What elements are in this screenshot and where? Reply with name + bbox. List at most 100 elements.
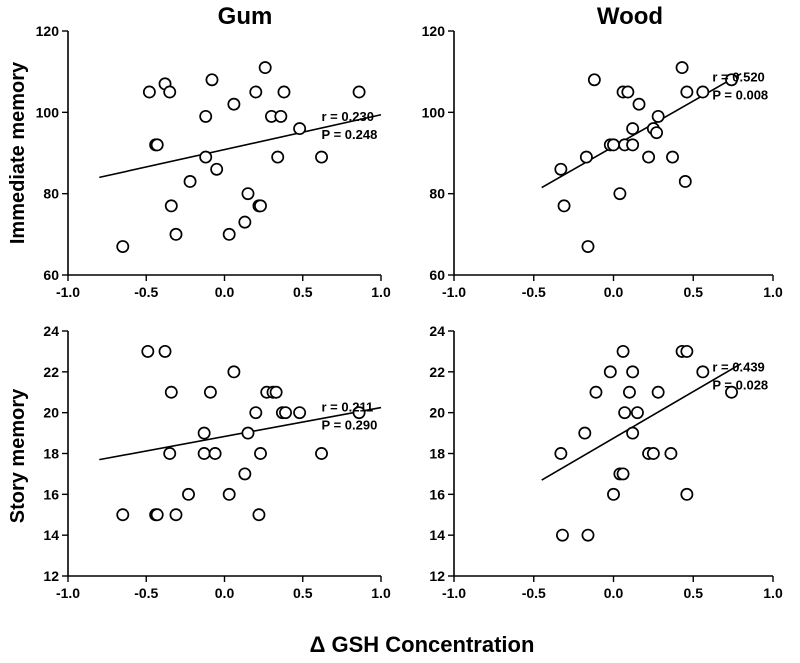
data-point [254,199,267,213]
data-point [210,162,224,176]
x-tick-label: -1.0 [56,284,80,300]
data-point [630,406,644,420]
data-point [164,199,178,213]
data-point [557,199,571,213]
data-point [293,406,307,420]
data-point [249,406,263,420]
y-tick-label: 60 [429,267,445,283]
data-point [199,109,213,123]
data-point [182,487,195,501]
data-point [241,426,255,440]
data-point [208,447,222,460]
x-tick-label: 1.0 [371,284,391,300]
data-point [222,227,236,241]
row-label-story-memory: Story memory [7,388,29,523]
p-value-label: P = 0.290 [322,418,378,433]
data-point [274,109,288,123]
data-point [169,508,183,522]
data-point [626,122,640,136]
y-tick-label: 100 [422,104,446,120]
data-point [603,365,617,379]
data-point [651,385,665,399]
data-point [254,447,267,460]
data-point [252,508,266,522]
data-point [581,240,595,253]
x-tick-label: 1.0 [763,585,783,601]
data-point [613,187,627,201]
column-title-wood: Wood [597,3,663,30]
regression-line [541,362,742,481]
data-point [587,73,601,87]
y-tick-label: 60 [43,267,59,283]
data-point [623,385,636,399]
data-point [678,175,692,188]
data-point [607,487,620,501]
regression-line [99,113,382,179]
data-point [626,138,640,152]
data-point [621,85,635,99]
data-point [238,467,252,481]
y-tick-label: 20 [429,405,445,421]
data-point [227,365,241,379]
p-value-label: P = 0.028 [712,378,768,393]
data-point [579,150,593,164]
y-tick-label: 120 [36,23,60,39]
data-point [680,487,694,501]
data-point [554,447,568,460]
data-point [116,240,130,253]
data-point [279,406,292,420]
panel-wood-story-memory: 12 14 16 18 20 22 24 -1.0 -0.5 0.0 0.5 1.0 r = 0.439… [429,323,783,601]
data-point [269,385,283,399]
y-tick-label: 20 [43,405,59,421]
data-point [238,215,252,229]
x-tick-label: 0.5 [293,585,313,601]
y-tick-label: 24 [43,323,59,339]
data-point [632,97,646,111]
x-tick-label: 1.0 [763,284,783,300]
data-point [150,508,164,522]
data-point [581,528,595,542]
data-point [315,447,328,460]
x-tick-label: -1.0 [442,284,466,300]
panel-gum-story-memory: 12 14 16 18 20 22 24 -1.0 -0.5 0.0 0.5 1.0 r = 0.211… [43,323,391,601]
data-point [642,150,656,164]
data-point [197,426,211,440]
data-point [183,175,197,188]
data-point [227,97,241,111]
x-tick-label: 1.0 [371,585,391,601]
data-point [680,85,694,99]
data-point [556,528,569,542]
y-tick-label: 18 [429,446,445,462]
data-point [696,85,710,99]
y-tick-label: 80 [429,186,445,202]
data-point [607,138,620,152]
data-point [116,508,130,522]
y-tick-label: 12 [43,568,59,584]
data-point [164,385,178,399]
x-tick-label: 0.5 [293,284,313,300]
data-point [618,406,632,420]
x-tick-label: 0.0 [604,585,624,601]
data-point [626,426,640,440]
data-point [169,227,183,241]
data-point [352,85,366,99]
x-tick-label: 0.5 [684,585,704,601]
x-tick-label: -0.5 [522,585,546,601]
data-point [616,344,630,358]
correlation-r-label: r = 0.520 [712,69,764,84]
data-point [554,162,568,176]
y-tick-label: 14 [429,527,445,543]
x-tick-label: 0.0 [215,284,235,300]
y-tick-label: 16 [429,486,445,502]
data-point [277,85,291,99]
y-tick-label: 22 [43,364,59,380]
y-tick-label: 80 [43,186,59,202]
panel-gum-immediate-memory: 60 80 100 120 -1.0 -0.5 0.0 0.5 1.0 r = 0.230 P = … [36,23,391,300]
correlation-r-label: r = 0.211 [322,400,374,415]
data-point [315,150,328,164]
data-point [258,61,272,75]
y-tick-label: 18 [43,446,59,462]
x-tick-label: 0.0 [215,585,235,601]
x-tick-label: -1.0 [442,585,466,601]
